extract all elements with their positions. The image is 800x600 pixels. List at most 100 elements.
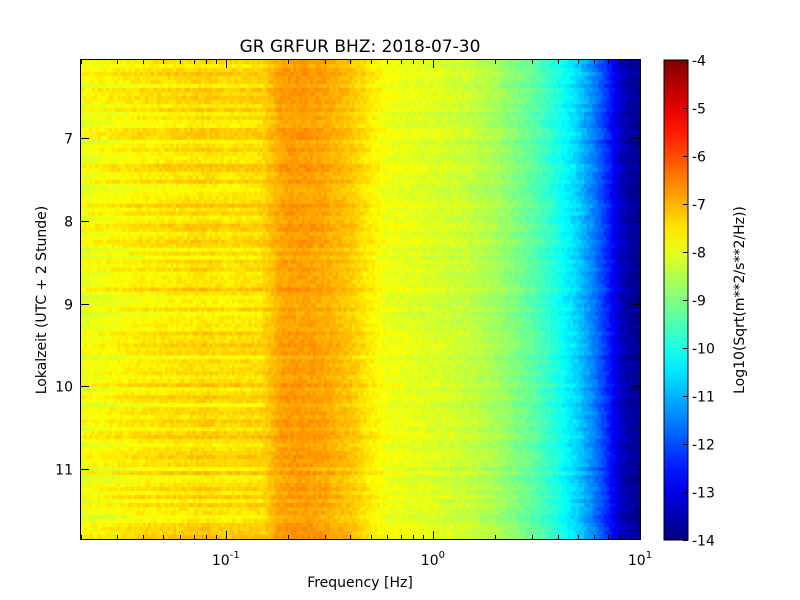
heatmap-cell [435, 63, 440, 69]
heatmap-cell [424, 60, 429, 65]
heatmap-cell [402, 60, 406, 65]
heatmap-cell [469, 63, 473, 69]
heatmap-cell [276, 63, 281, 69]
heatmap-cell [156, 63, 160, 69]
heatmap-cell [349, 60, 353, 65]
heatmap-cell [374, 60, 378, 65]
heatmap-cell [251, 63, 255, 69]
heatmap-cell [100, 67, 104, 73]
heatmap-cell [83, 67, 88, 73]
heatmap-cell [251, 60, 255, 65]
heatmap-cell [517, 60, 521, 65]
heatmap-cell [419, 60, 423, 65]
heatmap-cell [150, 63, 155, 69]
heatmap-cell [237, 63, 241, 69]
heatmap-cell [570, 63, 574, 69]
heatmap-cell [586, 60, 591, 65]
heatmap-cell [254, 67, 258, 73]
heatmap-cell [187, 63, 191, 69]
heatmap-cell [106, 60, 110, 65]
heatmap-cell [122, 63, 127, 69]
heatmap-cell [598, 60, 602, 65]
heatmap-cell [103, 63, 107, 69]
heatmap-cell [203, 60, 208, 65]
heatmap-cell [122, 67, 127, 73]
heatmap-cell [366, 63, 370, 69]
heatmap-cell [287, 63, 292, 69]
heatmap-cell [159, 67, 163, 73]
heatmap-cell [279, 60, 283, 65]
heatmap-cell [578, 63, 582, 69]
heatmap-cell [528, 63, 532, 69]
heatmap-cell [472, 60, 476, 65]
heatmap-cell [603, 63, 608, 69]
heatmap-cell [240, 63, 244, 69]
heatmap-cell [122, 60, 127, 65]
heatmap-cell [212, 60, 216, 65]
heatmap-cell [405, 63, 409, 69]
heatmap-cell [83, 63, 88, 69]
heatmap-cell [408, 60, 412, 65]
heatmap-cell [491, 63, 496, 69]
heatmap-cell [282, 63, 286, 69]
heatmap-cell [349, 63, 353, 69]
heatmap-cell [108, 63, 113, 69]
heatmap-cell [125, 67, 130, 73]
heatmap-cell [209, 60, 213, 65]
heatmap-cell [153, 63, 158, 69]
heatmap-cell [634, 63, 638, 69]
heatmap-cell [544, 60, 549, 65]
heatmap-cell [108, 60, 113, 65]
heatmap-cell [170, 63, 174, 69]
heatmap-cell [243, 67, 247, 73]
heatmap-cell [198, 67, 202, 73]
heatmap-cell [410, 60, 415, 65]
heatmap-cell [134, 67, 138, 73]
heatmap-cell [508, 60, 513, 65]
heatmap-cell [173, 63, 177, 69]
chart-title: GR GRFUR BHZ: 2018-07-30 [240, 37, 481, 57]
heatmap-cell [192, 63, 197, 69]
heatmap-cell [491, 60, 496, 65]
heatmap-cell [433, 60, 437, 65]
heatmap-cell [477, 63, 482, 69]
heatmap-cell [212, 67, 216, 73]
heatmap-cell [114, 67, 118, 73]
heatmap-cell [262, 63, 267, 69]
heatmap-cell [106, 63, 110, 69]
heatmap-cell [240, 60, 244, 65]
heatmap-cell [201, 60, 205, 65]
heatmap-cell [181, 67, 186, 73]
heatmap-cell [377, 60, 381, 65]
heatmap-cell [285, 60, 289, 65]
heatmap-cell [396, 60, 401, 65]
heatmap-cell [486, 60, 490, 65]
heatmap-cell [231, 63, 236, 69]
heatmap-cell [380, 63, 384, 69]
heatmap-cell [514, 60, 518, 65]
heatmap-cell [463, 60, 468, 65]
heatmap-cell [273, 63, 278, 69]
heatmap-cell [517, 63, 521, 69]
heatmap-cell [438, 60, 443, 65]
heatmap-cell [363, 60, 367, 65]
heatmap-cell [203, 63, 208, 69]
heatmap-cell [366, 60, 370, 65]
heatmap-cell [117, 60, 121, 65]
heatmap-cell [352, 63, 356, 69]
heatmap-cell [136, 67, 141, 73]
heatmap-cell [181, 63, 186, 69]
heatmap-cell [631, 63, 636, 69]
heatmap-cell [614, 63, 619, 69]
heatmap-cell [103, 67, 107, 73]
spectrogram-plot-area [81, 60, 641, 540]
heatmap-cell [92, 63, 96, 69]
heatmap-cell [156, 67, 160, 73]
heatmap-cell [424, 63, 429, 69]
heatmap-cell [531, 63, 535, 69]
heatmap-cell [612, 60, 616, 65]
heatmap-cell [477, 60, 482, 65]
heatmap-cell [259, 63, 264, 69]
heatmap-cell [332, 63, 336, 69]
